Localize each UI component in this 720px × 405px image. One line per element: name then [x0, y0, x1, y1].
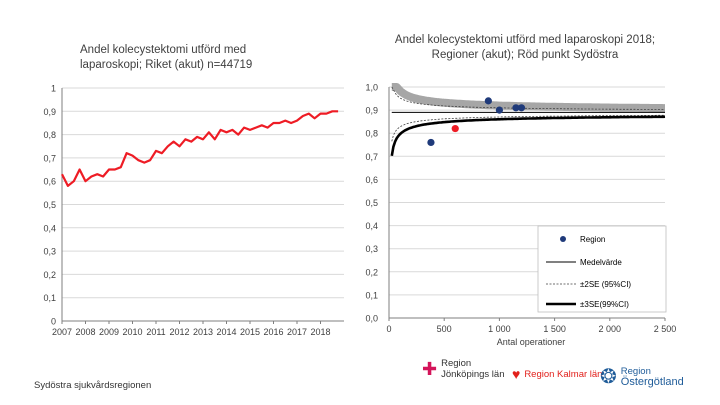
right-x-tick-label: 0 — [386, 324, 391, 334]
left-series-line — [61, 110, 339, 187]
left-x-tick-label: 2014 — [216, 327, 236, 337]
right-x-axis-label: Antal operationer — [497, 337, 566, 347]
regioner-scatter-chart: 0,0 0,1 0,2 0,3 0,4 0,5 0,6 0,7 0,8 0,9 1,0 0 500 1 0… — [365, 83, 677, 348]
upper-3se-limit — [389, 83, 668, 113]
right-x-tick-label: 500 — [437, 324, 452, 334]
left-y-tick-label: 0 — [51, 317, 56, 327]
region-point — [484, 97, 492, 105]
right-y-tick-label: 0,9 — [365, 106, 378, 116]
left-x-tick-label: 2017 — [287, 327, 307, 337]
logo-ostergotland-line1: Region — [620, 365, 651, 377]
right-x-tick-label: 1 000 — [488, 324, 511, 334]
logo-region-jonkoping: ✚ Region Jönköpings län — [422, 358, 504, 380]
region-point — [495, 106, 503, 114]
left-y-tick-label: 0,9 — [43, 107, 56, 117]
left-y-tick-label: 0,5 — [43, 200, 56, 210]
heart-icon: ♥ — [512, 366, 521, 382]
upper-2se-limit — [391, 86, 665, 110]
left-y-tick-label: 0,1 — [43, 293, 56, 303]
left-x-tick-label: 2007 — [52, 327, 72, 337]
left-x-tick-label: 2013 — [193, 327, 213, 337]
right-y-tick-label: 0,6 — [365, 175, 378, 185]
legend-region-marker — [560, 236, 566, 242]
left-x-tick-label: 2011 — [146, 327, 165, 337]
right-legend: Region Medelvärde ±2SE (95%CI) ±3SE(99%CI) — [537, 225, 667, 313]
logo-region-kalmar: ♥ Region Kalmar län — [512, 366, 602, 382]
region-point — [451, 124, 459, 133]
region-point — [512, 104, 520, 112]
right-y-tick-label: 0,0 — [365, 314, 378, 324]
right-x-tick-label: 2 000 — [599, 324, 622, 334]
legend-box — [537, 225, 667, 313]
right-y-tick-label: 0,4 — [365, 221, 378, 231]
left-x-tick-label: 2016 — [263, 327, 283, 337]
logo-jonkoping-line1: Region — [441, 358, 472, 369]
left-y-tick-label: 0,4 — [43, 223, 56, 233]
logo-ostergotland-line2: Östergötland — [620, 375, 684, 388]
cross-icon: ✚ — [422, 358, 438, 379]
right-x-tick-label: 2 500 — [654, 324, 677, 334]
left-y-tick-label: 0,8 — [43, 130, 56, 140]
left-x-tick-label: 2012 — [169, 327, 189, 337]
right-y-tick-label: 0,8 — [365, 129, 378, 139]
logo-jonkoping-line2: Jönköpings län — [441, 369, 505, 380]
right-y-tick-label: 0,7 — [365, 152, 378, 162]
legend-label: Region — [580, 235, 605, 244]
left-y-tick-label: 1 — [51, 84, 56, 94]
left-y-tick-label: 0,3 — [43, 247, 56, 257]
right-y-tick-label: 0,2 — [365, 267, 378, 277]
right-y-tick-label: 0,5 — [365, 198, 378, 208]
footer-text: Sydöstra sjukvårdsregionen — [34, 380, 152, 391]
ring-icon: ❂ — [600, 366, 617, 388]
left-x-tick-label: 2008 — [75, 327, 95, 337]
right-x-tick-label: 1 500 — [543, 324, 566, 334]
right-chart-title: Andel kolecystektomi utförd med laparosk… — [394, 34, 656, 61]
left-chart-title: Andel kolecystektomi utförd med laparosk… — [80, 44, 253, 71]
region-point — [517, 104, 526, 112]
legend-label: Medelvärde — [580, 258, 622, 267]
left-y-tick-label: 0,7 — [43, 153, 56, 163]
left-y-tick-label: 0,6 — [43, 177, 56, 187]
lower-3se-limit — [390, 115, 666, 157]
left-x-tick-label: 2010 — [122, 327, 142, 337]
riket-line-chart: 0 0,1 0,2 0,3 0,4 0,5 0,6 0,7 0,8 0,9 1 2007 2008 200… — [43, 84, 344, 337]
left-y-tick-label: 0,2 — [43, 270, 56, 280]
right-y-tick-label: 1,0 — [365, 83, 378, 93]
logo-kalmar-text: Region Kalmar län — [524, 368, 603, 380]
right-y-tick-label: 0,3 — [365, 244, 378, 254]
right-y-tick-label: 0,1 — [365, 290, 378, 300]
legend-label: ±3SE(99%CI) — [580, 300, 629, 309]
legend-label: ±2SE (95%CI) — [580, 280, 631, 289]
left-x-tick-label: 2018 — [310, 327, 330, 337]
region-point — [427, 138, 435, 147]
left-x-tick-label: 2015 — [240, 327, 260, 337]
logo-region-ostergotland: ❂ Region Östergötland — [600, 364, 684, 389]
left-x-tick-label: 2009 — [99, 327, 119, 337]
